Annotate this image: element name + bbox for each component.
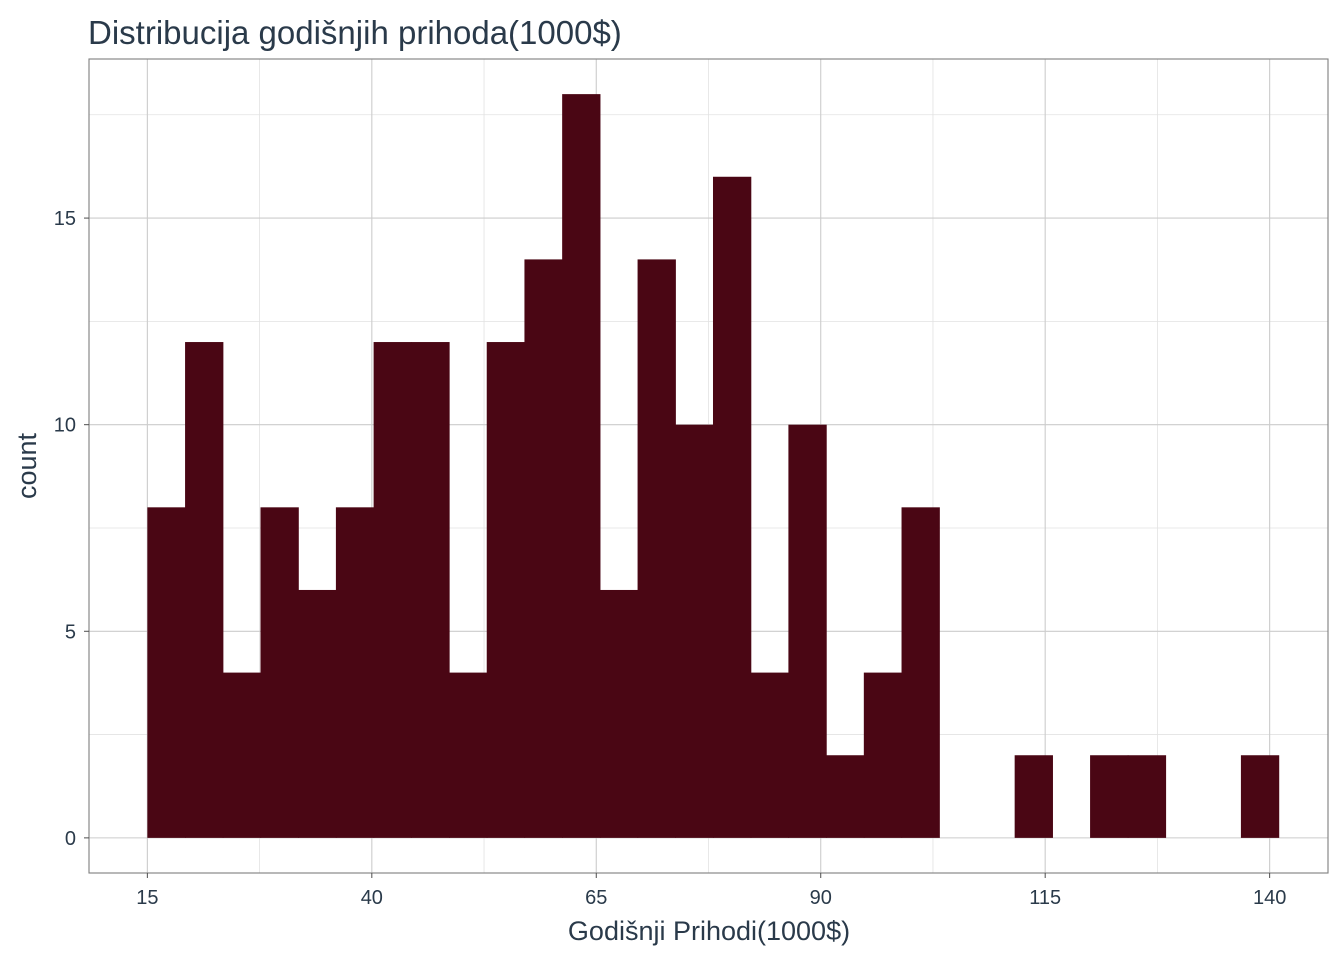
histogram-bar: [750, 672, 790, 838]
chart-title: Distribucija godišnjih prihoda(1000$): [88, 14, 622, 51]
histogram-bar: [1090, 755, 1129, 838]
y-axis: 0 5 10 15: [54, 208, 89, 850]
y-axis-title: count: [12, 432, 42, 499]
histogram-bar: [260, 507, 299, 838]
x-axis: 15 40 65 90 115 140: [136, 873, 1286, 909]
x-tick-label: 40: [361, 887, 383, 909]
x-tick-label: 90: [810, 887, 832, 909]
y-tick-label: 15: [54, 208, 76, 230]
histogram-bar: [411, 342, 450, 838]
histogram-bar: [599, 589, 639, 838]
histogram-bar: [486, 342, 526, 838]
x-tick-label: 15: [136, 887, 158, 909]
histogram-bar: [185, 342, 224, 838]
histogram-bar: [826, 755, 865, 838]
y-tick-label: 0: [65, 828, 76, 850]
x-axis-title: Godišnji Prihodi(1000$): [568, 916, 850, 946]
x-tick-label: 140: [1253, 887, 1286, 909]
histogram-bar: [901, 507, 940, 838]
histogram-bar: [222, 672, 262, 838]
histogram-bar: [147, 507, 186, 838]
panel-border: [88, 58, 1329, 874]
histogram-bar: [562, 94, 601, 838]
histogram-bar: [373, 342, 412, 838]
histogram-bar: [863, 672, 903, 838]
histogram-bar: [1127, 755, 1167, 838]
y-tick-label: 5: [65, 621, 76, 643]
histogram-bar: [1240, 755, 1280, 838]
x-tick-label: 115: [1029, 887, 1061, 909]
histogram-bar: [524, 259, 563, 838]
histogram-bar: [712, 176, 752, 838]
histogram-bar: [449, 672, 488, 838]
histogram-bar: [675, 424, 714, 838]
x-tick-label: 65: [585, 887, 607, 909]
histogram-bar: [298, 589, 337, 838]
histogram-bar: [335, 507, 375, 838]
histogram-bar: [1014, 755, 1053, 838]
histogram-bar: [637, 259, 676, 838]
histogram-bar: [788, 424, 827, 838]
y-tick-label: 10: [54, 415, 76, 437]
bars: [147, 94, 1280, 838]
